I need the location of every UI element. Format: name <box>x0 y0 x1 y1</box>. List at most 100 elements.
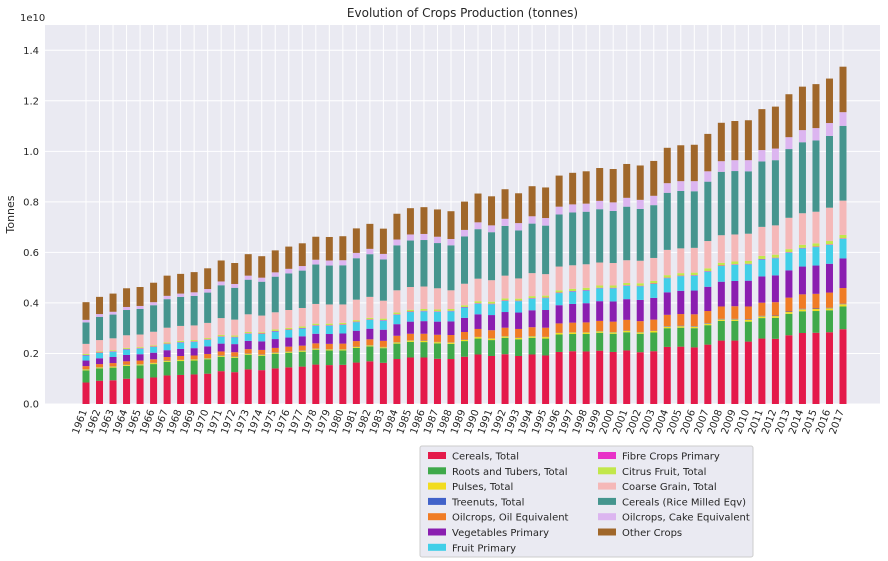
bar-segment <box>501 300 509 313</box>
bar-segment <box>569 303 577 323</box>
bar-segment <box>636 332 644 334</box>
bar-segment <box>785 94 793 138</box>
bar-segment <box>528 327 536 337</box>
bar-segment <box>785 270 793 298</box>
bar-segment <box>82 302 90 320</box>
bar-segment <box>515 301 523 313</box>
bar-segment <box>123 378 131 404</box>
bar-segment <box>123 354 131 362</box>
bar-segment <box>150 364 158 378</box>
bar-segment <box>582 264 590 288</box>
legend-label: Cereals (Rice Milled Eqv) <box>622 497 746 508</box>
bar-segment <box>636 299 644 322</box>
bar-segment <box>744 171 752 234</box>
bar-segment <box>461 283 468 306</box>
bar-segment <box>636 260 644 284</box>
bar-stack-1992 <box>501 189 509 404</box>
bar-segment <box>704 344 712 404</box>
bar-stack-1971 <box>217 260 225 404</box>
bar-segment <box>704 323 712 326</box>
bar-stack-2006 <box>690 144 698 404</box>
bar-segment <box>771 275 779 303</box>
bar-segment <box>177 342 185 349</box>
bar-segment <box>812 140 820 212</box>
bar-segment <box>717 161 725 172</box>
y-tick-label: 0.8 <box>23 197 39 208</box>
bar-segment <box>298 266 306 271</box>
bar-segment <box>109 350 117 352</box>
bar-segment <box>244 340 252 350</box>
bar-segment <box>258 281 266 316</box>
bar-segment <box>447 310 455 312</box>
bar-stack-1980 <box>339 236 347 404</box>
legend-swatch <box>428 482 446 490</box>
bar-segment <box>136 308 144 335</box>
bar-segment <box>379 329 387 341</box>
bar-segment <box>501 354 509 404</box>
bar-stack-1986 <box>420 207 428 404</box>
bar-stack-1964 <box>123 288 131 404</box>
bar-segment <box>798 244 806 248</box>
bar-segment <box>325 325 333 335</box>
bar-segment <box>582 303 590 323</box>
bar-segment <box>596 168 604 201</box>
bar-segment <box>650 319 658 331</box>
bar-segment <box>609 169 617 203</box>
bar-segment <box>825 135 833 208</box>
bar-segment <box>312 349 320 365</box>
bar-segment <box>339 260 347 266</box>
bar-stack-1976 <box>285 246 293 404</box>
bar-segment <box>555 175 563 207</box>
bar-stack-2016 <box>825 78 833 404</box>
bar-segment <box>447 342 455 344</box>
bar-segment <box>352 252 360 259</box>
legend-entry: Oilcrops, Oil Equivalent <box>428 513 569 524</box>
bar-segment <box>771 148 779 161</box>
bar-segment <box>596 287 604 289</box>
bar-segment <box>298 336 306 346</box>
bar-segment <box>731 306 739 319</box>
bar-segment <box>650 205 658 258</box>
bar-segment <box>677 145 685 182</box>
bar-segment <box>528 186 536 217</box>
bar-segment <box>825 244 833 245</box>
bar-segment <box>636 208 644 261</box>
bar-segment <box>325 260 333 266</box>
bar-segment <box>569 291 577 292</box>
bar-segment <box>150 363 158 365</box>
bar-segment <box>812 265 820 294</box>
legend-swatch <box>428 467 446 475</box>
bar-segment <box>798 142 806 214</box>
bar-segment <box>325 343 333 350</box>
bar-segment <box>285 310 293 328</box>
bar-segment <box>812 308 820 309</box>
bar-segment <box>623 163 631 198</box>
bar-segment <box>231 356 239 358</box>
bar-segment <box>109 367 117 381</box>
bar-segment <box>825 123 833 136</box>
bar-segment <box>271 312 279 330</box>
bar-segment <box>231 372 239 404</box>
bar-segment <box>447 245 455 291</box>
bar-segment <box>839 258 847 289</box>
y-offset-label: 1e10 <box>20 13 45 24</box>
bar-segment <box>744 280 752 307</box>
bar-segment <box>447 290 455 309</box>
bar-segment <box>393 213 401 240</box>
bar-segment <box>379 340 387 347</box>
bar-segment <box>217 351 225 356</box>
bar-segment <box>231 336 239 338</box>
bar-segment <box>555 214 563 267</box>
bar-segment <box>190 325 198 341</box>
bar-segment <box>839 200 847 235</box>
bar-segment <box>231 287 239 320</box>
bar-stack-2004 <box>663 147 671 404</box>
bar-segment <box>677 191 685 249</box>
bar-segment <box>190 355 198 360</box>
bar-segment <box>461 236 468 284</box>
bar-segment <box>406 357 414 404</box>
bar-segment <box>663 278 671 293</box>
y-tick-label: 0.2 <box>23 349 39 360</box>
bar-segment <box>825 207 833 242</box>
bar-segment <box>339 349 347 351</box>
